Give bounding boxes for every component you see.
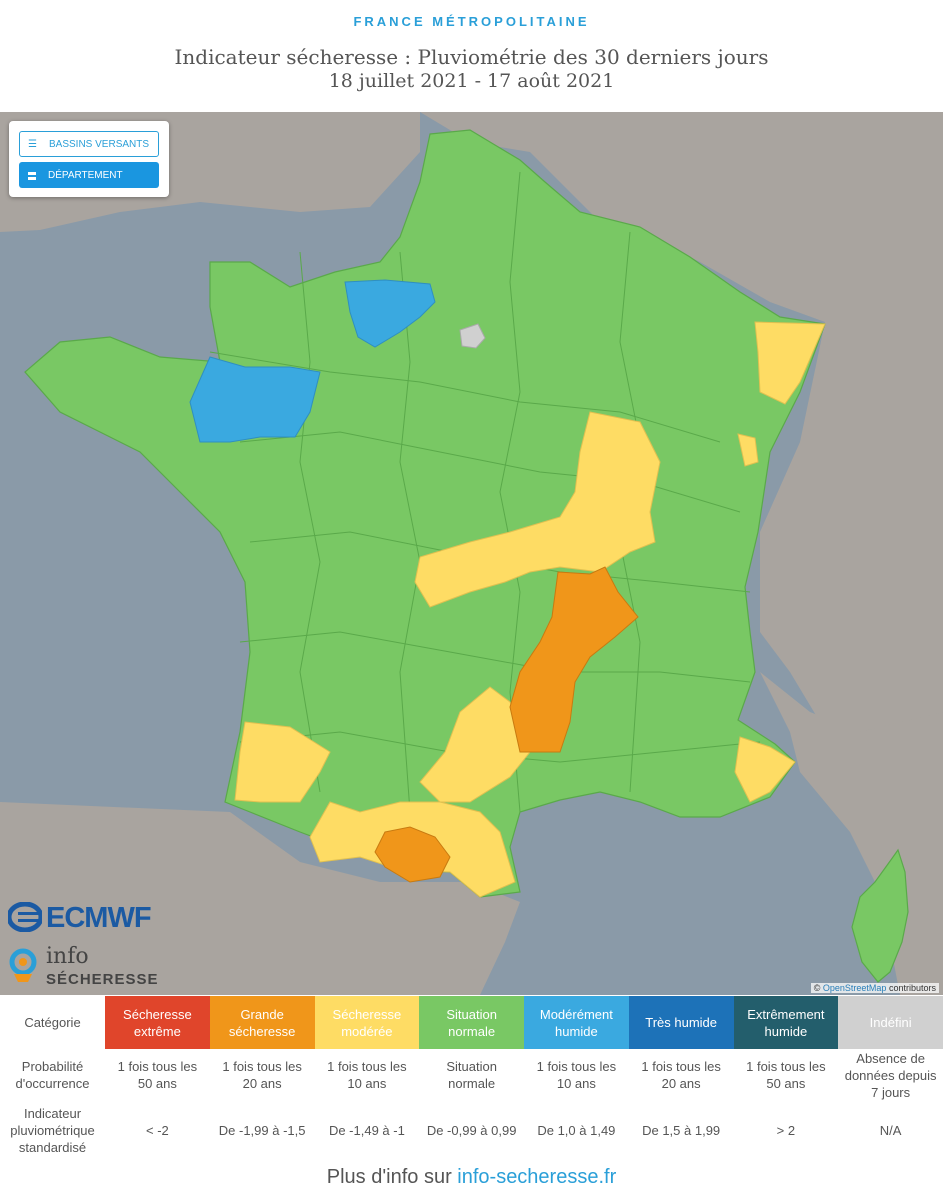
info-secheresse-link[interactable]: info-secheresse.fr bbox=[457, 1166, 617, 1188]
legend-category-cell: Extrêmement humide bbox=[733, 996, 839, 1049]
legend-row-label: Catégorie bbox=[24, 1015, 81, 1030]
info-secheresse-logo: info SÉCHERESSE bbox=[8, 944, 168, 991]
legend-index-cell: < -2 bbox=[145, 1122, 169, 1138]
legend-category-cell: Indéfini bbox=[838, 996, 943, 1049]
legend-category-cell: Modérément humide bbox=[524, 996, 629, 1049]
legend-category-cell: Grande sécheresse bbox=[209, 996, 315, 1049]
zone-grande-secheresse-center[interactable] bbox=[509, 566, 639, 753]
corsica[interactable] bbox=[851, 848, 909, 983]
departement-label: DÉPARTEMENT bbox=[48, 169, 123, 181]
legend-probability-cell: 1 fois tous les 10 ans bbox=[536, 1059, 617, 1091]
layer-control: ☰ BASSINS VERSANTS 〓 DÉPARTEMENT bbox=[9, 121, 169, 197]
bassins-versants-label: BASSINS VERSANTS bbox=[49, 138, 150, 150]
footer-prefix: Plus d'info sur bbox=[326, 1166, 458, 1188]
zone-secheresse-moderee-center[interactable] bbox=[414, 411, 661, 608]
zone-indefini[interactable] bbox=[459, 323, 486, 349]
legend-index-cell: De 1,0 à 1,49 bbox=[537, 1122, 616, 1138]
legend-probability-cell: 1 fois tous les 50 ans bbox=[117, 1059, 198, 1091]
zone-secheresse-moderee-small-east[interactable] bbox=[737, 433, 759, 467]
legend-row-indicateur: Indicateur pluviométrique standardisé < … bbox=[0, 1101, 943, 1159]
zone-secheresse-moderee-east[interactable] bbox=[754, 321, 826, 405]
legend-row-probabilite: Probabilité d'occurrence 1 fois tous les… bbox=[0, 1049, 943, 1101]
legend-probability-cell: 1 fois tous les 50 ans bbox=[746, 1059, 826, 1091]
map-view[interactable]: ECMWF info SÉCHERESSE bbox=[0, 112, 943, 995]
info-wordmark: info bbox=[46, 944, 89, 969]
legend-probability-cell: 1 fois tous les 10 ans bbox=[327, 1059, 407, 1091]
legend-row-label: Indicateur pluviométrique standardisé bbox=[10, 1105, 95, 1155]
legend-probability-cell: 1 fois tous les 20 ans bbox=[641, 1059, 721, 1091]
legend-category-cell: Très humide bbox=[628, 996, 734, 1049]
legend-row-categorie: Catégorie Sécheresse extrême Grande séche… bbox=[0, 996, 943, 1049]
legend-index-cell: De -0,99 à 0,99 bbox=[426, 1122, 517, 1138]
legend-probability-cell: 1 fois tous les 20 ans bbox=[222, 1059, 302, 1091]
land-spain bbox=[0, 802, 520, 995]
bassins-versants-button[interactable]: ☰ BASSINS VERSANTS bbox=[19, 131, 159, 157]
layers-icon: ☰ bbox=[28, 138, 37, 150]
page-title: Indicateur sécheresse : Pluviométrie des… bbox=[174, 45, 769, 69]
header: FRANCE MÉTROPOLITAINE Indicateur séchere… bbox=[0, 0, 943, 112]
secheresse-wordmark: SÉCHERESSE bbox=[46, 971, 159, 988]
ecmwf-wordmark: ECMWF bbox=[46, 902, 152, 934]
zone-secheresse-moderee-southwest[interactable] bbox=[234, 721, 331, 803]
layers-icon: 〓 bbox=[27, 171, 37, 183]
zone-grande-secheresse-pyrenees[interactable] bbox=[374, 826, 451, 883]
legend-category-cell: Sécheresse extrême bbox=[105, 996, 210, 1049]
legend-probability-cell: Absence de données depuis 7 jours bbox=[844, 1050, 937, 1100]
ecmwf-emblem-icon bbox=[8, 902, 42, 932]
legend-index-cell: De 1,5 à 1,99 bbox=[642, 1122, 721, 1138]
land-north-east bbox=[420, 112, 943, 752]
legend-index-cell: > 2 bbox=[776, 1122, 796, 1138]
legend-index-cell: De -1,99 à -1,5 bbox=[218, 1122, 306, 1138]
map-canvas bbox=[0, 112, 943, 995]
zone-moderement-humide-north[interactable] bbox=[344, 279, 436, 348]
drop-pin-icon bbox=[9, 948, 37, 982]
legend-probability-cell: Situation normale bbox=[446, 1059, 497, 1091]
departement-button[interactable]: 〓 DÉPARTEMENT bbox=[19, 162, 159, 188]
legend-index-cell: De -1,49 à -1 bbox=[328, 1122, 405, 1138]
date-range: 18 juillet 2021 - 17 août 2021 bbox=[328, 70, 615, 92]
region-label: FRANCE MÉTROPOLITAINE bbox=[353, 14, 590, 29]
legend-index-cell: N/A bbox=[879, 1122, 902, 1138]
ecmwf-logo: ECMWF bbox=[8, 902, 168, 934]
zone-secheresse-moderee-southeast[interactable] bbox=[734, 736, 796, 803]
zone-moderement-humide-west[interactable] bbox=[189, 356, 321, 443]
legend-row-label: Probabilité d'occurrence bbox=[15, 1059, 90, 1091]
openstreetmap-link[interactable]: OpenStreetMap bbox=[822, 983, 887, 993]
footer: Plus d'info sur info-secheresse.fr bbox=[0, 1166, 943, 1189]
legend-category-cell: Sécheresse modérée bbox=[314, 996, 420, 1049]
map-attribution: © OpenStreetMap contributors bbox=[810, 983, 939, 993]
legend-category-cell: Situation normale bbox=[419, 996, 524, 1049]
